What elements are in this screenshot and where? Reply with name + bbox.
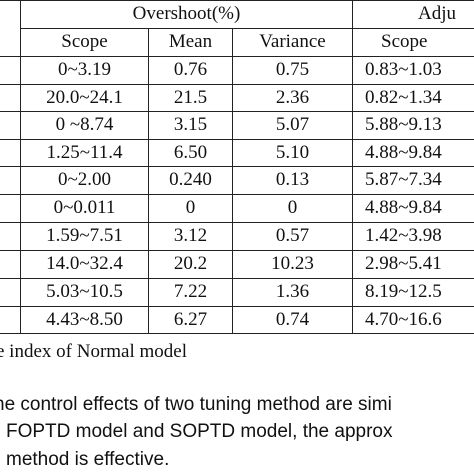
row-separator bbox=[0, 84, 474, 85]
cell-adjust-scope: 8.19~12.5 bbox=[365, 281, 442, 302]
row-separator bbox=[0, 250, 474, 251]
group-header-underline bbox=[20, 28, 474, 29]
cell-adjust-scope: 4.88~9.84 bbox=[365, 142, 442, 163]
row-separator bbox=[0, 139, 474, 140]
subheader-underline bbox=[0, 56, 474, 57]
cell-variance: 5.10 bbox=[275, 142, 310, 163]
column-divider-variance bbox=[232, 28, 233, 334]
cell-mean: 6.27 bbox=[173, 309, 208, 330]
row-separator bbox=[0, 306, 474, 307]
subheader-variance: Variance bbox=[259, 31, 326, 52]
paragraph-line: method is effective. bbox=[6, 449, 170, 470]
table-bottom-rule bbox=[0, 333, 474, 334]
cell-adjust-scope: 0.82~1.34 bbox=[365, 87, 442, 108]
column-divider-group bbox=[352, 0, 353, 334]
cell-mean: 21.5 bbox=[173, 87, 208, 108]
cell-mean: 0.76 bbox=[173, 59, 208, 80]
cell-adjust-scope: 5.88~9.13 bbox=[365, 114, 442, 135]
cell-variance: 0.57 bbox=[275, 225, 310, 246]
cell-variance: 0.74 bbox=[275, 309, 310, 330]
group-header-adjust: Adju bbox=[418, 3, 456, 24]
cell-scope: 5.03~10.5 bbox=[46, 281, 123, 302]
cell-scope: 0~0.011 bbox=[53, 197, 116, 218]
row-separator bbox=[0, 111, 474, 112]
cell-adjust-scope: 4.88~9.84 bbox=[365, 197, 442, 218]
row-separator bbox=[0, 222, 474, 223]
row-separator bbox=[0, 194, 474, 195]
cell-scope: 4.43~8.50 bbox=[46, 309, 123, 330]
cell-variance: 0.13 bbox=[275, 169, 310, 190]
subheader-mean: Mean bbox=[168, 31, 213, 52]
column-divider-left bbox=[20, 0, 21, 334]
cell-mean: 20.2 bbox=[173, 253, 208, 274]
column-divider-mean bbox=[148, 28, 149, 334]
cell-mean: 7.22 bbox=[173, 281, 208, 302]
cell-adjust-scope: 2.98~5.41 bbox=[365, 253, 442, 274]
cell-mean: 6.50 bbox=[173, 142, 208, 163]
cell-adjust-scope: 4.70~16.6 bbox=[365, 309, 442, 330]
cell-variance: 5.07 bbox=[275, 114, 310, 135]
row-separator bbox=[0, 278, 474, 279]
subheader-scope: Scope bbox=[61, 31, 108, 52]
group-header-overshoot: Overshoot(%) bbox=[132, 3, 241, 24]
row-separator bbox=[0, 166, 474, 167]
paragraph-line: FOPTD model and SOPTD model, the approx bbox=[6, 421, 393, 442]
cell-scope: 14.0~32.4 bbox=[46, 253, 123, 274]
cell-mean: 3.12 bbox=[173, 225, 208, 246]
cell-adjust-scope: 0.83~1.03 bbox=[365, 59, 442, 80]
cell-adjust-scope: 1.42~3.98 bbox=[365, 225, 442, 246]
cell-mean: 3.15 bbox=[173, 114, 208, 135]
cell-adjust-scope: 5.87~7.34 bbox=[365, 169, 442, 190]
table-top-rule bbox=[0, 0, 474, 1]
cell-variance: 1.36 bbox=[275, 281, 310, 302]
cell-variance: 10.23 bbox=[271, 253, 314, 274]
cell-scope: 1.59~7.51 bbox=[46, 225, 123, 246]
cell-scope: 0~2.00 bbox=[57, 169, 112, 190]
cell-variance: 0.75 bbox=[275, 59, 310, 80]
cell-scope: 0 ~8.74 bbox=[55, 114, 114, 135]
cell-variance: 0 bbox=[287, 197, 298, 218]
cell-variance: 2.36 bbox=[275, 87, 310, 108]
table-caption: e index of Normal model bbox=[0, 341, 188, 362]
subheader-adjust-scope: Scope bbox=[381, 31, 428, 52]
paragraph-line: he control effects of two tuning method … bbox=[0, 394, 392, 415]
cell-scope: 0~3.19 bbox=[57, 59, 112, 80]
cell-mean: 0 bbox=[185, 197, 196, 218]
cell-mean: 0.240 bbox=[169, 169, 212, 190]
cell-scope: 1.25~11.4 bbox=[46, 142, 123, 163]
cell-scope: 20.0~24.1 bbox=[46, 87, 123, 108]
